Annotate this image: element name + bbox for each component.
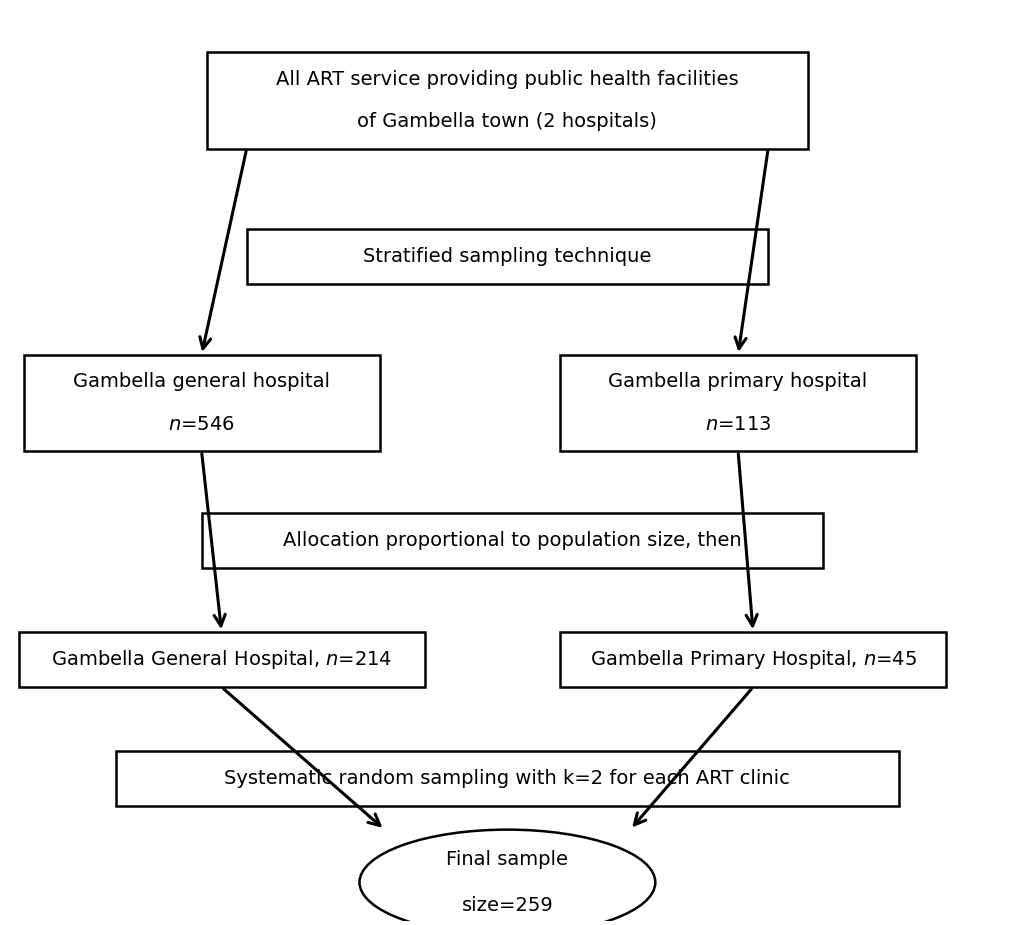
FancyBboxPatch shape [23,355,380,451]
Text: All ART service providing public health facilities: All ART service providing public health … [277,69,738,89]
Text: Final sample: Final sample [447,850,568,869]
FancyBboxPatch shape [560,632,946,687]
Text: Gambella General Hospital, $\it{n}$=214: Gambella General Hospital, $\it{n}$=214 [51,648,392,671]
Text: Stratified sampling technique: Stratified sampling technique [364,247,651,265]
Text: size=259: size=259 [462,896,553,915]
Text: $\it{n}$=546: $\it{n}$=546 [168,414,235,434]
Text: Systematic random sampling with k=2 for each ART clinic: Systematic random sampling with k=2 for … [225,770,790,788]
Text: $\it{n}$=113: $\it{n}$=113 [705,414,771,434]
Text: of Gambella town (2 hospitals): of Gambella town (2 hospitals) [358,112,657,131]
FancyBboxPatch shape [18,632,424,687]
FancyBboxPatch shape [207,53,808,149]
Text: Gambella primary hospital: Gambella primary hospital [609,372,868,391]
FancyBboxPatch shape [247,228,768,284]
FancyBboxPatch shape [202,513,824,568]
FancyBboxPatch shape [560,355,916,451]
Text: Allocation proportional to population size, then: Allocation proportional to population si… [283,531,742,550]
FancyBboxPatch shape [116,751,899,807]
Ellipse shape [360,830,655,925]
Text: Gambella Primary Hospital, $\it{n}$=45: Gambella Primary Hospital, $\it{n}$=45 [590,648,917,671]
Text: Gambella general hospital: Gambella general hospital [73,372,330,391]
